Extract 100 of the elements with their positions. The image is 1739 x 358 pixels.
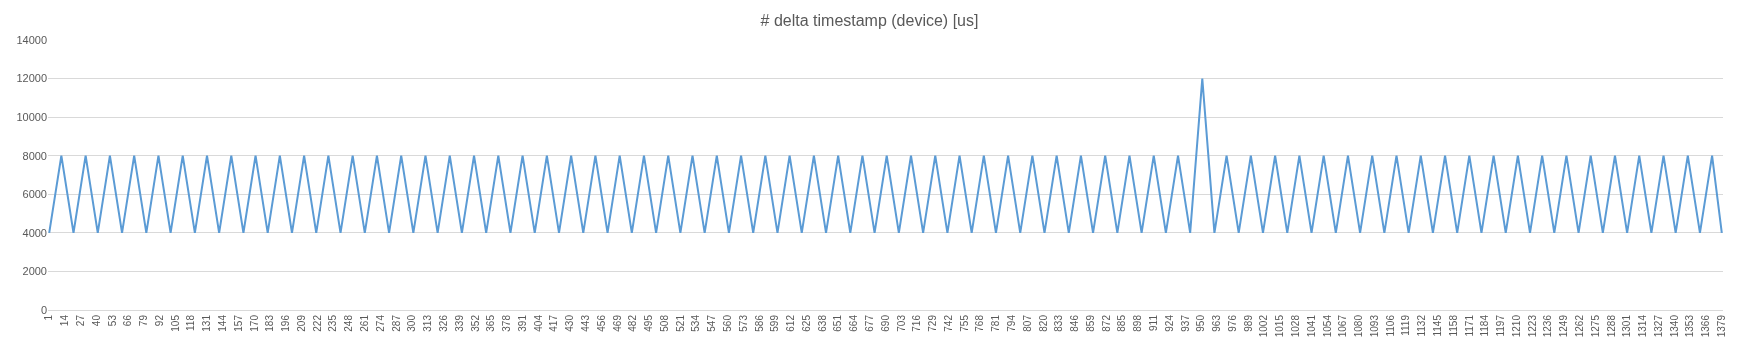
x-tick-label: 586	[753, 314, 765, 332]
x-tick-label: 79	[138, 314, 150, 327]
x-tick-label: 430	[564, 314, 576, 332]
x-tick-label: 326	[437, 314, 449, 332]
x-tick-label: 976	[1226, 314, 1238, 332]
x-tick-label: 833	[1053, 314, 1065, 332]
x-tick-label: 313	[422, 314, 434, 332]
x-tick-label: 989	[1242, 314, 1254, 332]
x-tick-label: 1171	[1463, 314, 1475, 337]
x-tick-label: 1028	[1290, 314, 1301, 338]
x-tick-label: 1158	[1447, 314, 1459, 337]
x-tick-label: 404	[532, 314, 544, 332]
x-tick-label: 573	[737, 314, 749, 332]
y-tick-label: 2000	[22, 265, 47, 278]
x-tick-label: 703	[895, 314, 907, 332]
x-tick-label: 40	[90, 314, 102, 327]
x-tick-label: 391	[516, 314, 528, 332]
x-tick-label: 495	[643, 314, 655, 332]
x-tick-label: 742	[942, 314, 954, 332]
x-tick-label: 690	[879, 314, 891, 332]
x-tick-label: 157	[232, 314, 244, 332]
x-tick-label: 755	[958, 314, 970, 332]
x-tick-label: 807	[1021, 314, 1033, 332]
x-tick-label: 1041	[1305, 314, 1317, 338]
x-tick-label: 1184	[1479, 314, 1491, 337]
y-tick-label: 8000	[22, 149, 47, 162]
x-tick-label: 287	[390, 314, 402, 332]
x-tick-label: 1067	[1337, 314, 1349, 338]
x-tick-label: 261	[359, 314, 371, 332]
x-tick-label: 1236	[1542, 314, 1554, 338]
y-tick-label: 14000	[16, 33, 47, 46]
x-tick-label: 235	[327, 314, 339, 332]
x-tick-label: 66	[122, 314, 134, 327]
x-tick-label: 1002	[1258, 314, 1270, 338]
x-tick-label: 547	[706, 314, 718, 332]
x-tick-label: 1054	[1321, 314, 1333, 338]
x-tick-label: 963	[1211, 314, 1223, 332]
x-tick-label: 14	[59, 314, 71, 327]
x-tick-label: 1093	[1368, 314, 1380, 338]
x-tick-label: 937	[1179, 314, 1191, 332]
x-tick-label: 248	[343, 314, 355, 332]
y-tick-label: 4000	[22, 226, 47, 239]
x-tick-label: 1340	[1668, 314, 1680, 338]
x-tick-label: 560	[721, 314, 733, 332]
x-tick-label: 352	[469, 314, 481, 332]
x-tick-label: 53	[106, 314, 118, 327]
x-tick-label: 1275	[1589, 314, 1601, 338]
x-tick-label: 1106	[1384, 314, 1396, 337]
x-tick-label: 534	[690, 314, 702, 332]
x-tick-label: 638	[816, 314, 828, 332]
x-tick-label: 846	[1069, 314, 1081, 332]
x-tick-label: 1119	[1400, 314, 1412, 336]
x-tick-label: 872	[1100, 314, 1112, 332]
x-tick-label: 651	[832, 314, 844, 332]
x-tick-label: 274	[374, 314, 386, 332]
x-tick-label: 1132	[1416, 314, 1428, 337]
x-tick-label: 456	[595, 314, 607, 332]
x-tick-label: 482	[627, 314, 639, 332]
x-tick-label: 443	[579, 314, 591, 332]
x-tick-label: 885	[1116, 314, 1128, 332]
x-tick-label: 339	[453, 314, 465, 332]
x-tick-label: 625	[800, 314, 812, 332]
x-tick-label: 768	[974, 314, 986, 332]
x-tick-label: 27	[75, 314, 87, 327]
x-tick-label: 1262	[1574, 314, 1586, 338]
x-tick-label: 1314	[1637, 314, 1649, 338]
x-tick-label: 1249	[1558, 314, 1570, 338]
x-tick-label: 1379	[1716, 314, 1728, 338]
x-tick-label: 599	[769, 314, 781, 332]
x-tick-label: 209	[295, 314, 307, 332]
x-tick-label: 105	[169, 314, 181, 332]
x-tick-label: 170	[248, 314, 260, 332]
x-tick-label: 664	[848, 314, 860, 332]
x-tick-label: 196	[280, 314, 292, 332]
x-tick-label: 521	[674, 314, 686, 332]
x-tick-label: 378	[501, 314, 513, 332]
x-tick-label: 716	[911, 314, 923, 332]
x-tick-label: 300	[406, 314, 418, 332]
x-tick-label: 820	[1037, 314, 1049, 332]
x-tick-label: 924	[1163, 314, 1175, 332]
x-tick-label: 950	[1195, 314, 1207, 332]
x-tick-label: 898	[1132, 314, 1144, 332]
x-tick-label: 144	[217, 314, 229, 332]
x-tick-label: 612	[785, 314, 797, 332]
x-tick-label: 911	[1147, 314, 1159, 331]
y-tick-label: 12000	[16, 72, 47, 85]
x-tick-label: 794	[1005, 314, 1017, 332]
x-tick-label: 1210	[1510, 314, 1522, 338]
x-tick-label: 508	[658, 314, 670, 332]
x-tick-label: 1223	[1526, 314, 1538, 338]
x-tick-label: 1145	[1432, 314, 1444, 337]
x-tick-label: 183	[264, 314, 276, 332]
x-tick-label: 1327	[1652, 314, 1664, 338]
x-tick-label: 92	[153, 314, 165, 327]
y-tick-label: 10000	[16, 110, 47, 123]
x-tick-label: 1080	[1353, 314, 1365, 338]
x-tick-label: 365	[485, 314, 497, 332]
x-tick-label: 1353	[1684, 314, 1696, 338]
y-tick-label: 0	[40, 303, 47, 316]
x-tick-label: 859	[1084, 314, 1096, 332]
